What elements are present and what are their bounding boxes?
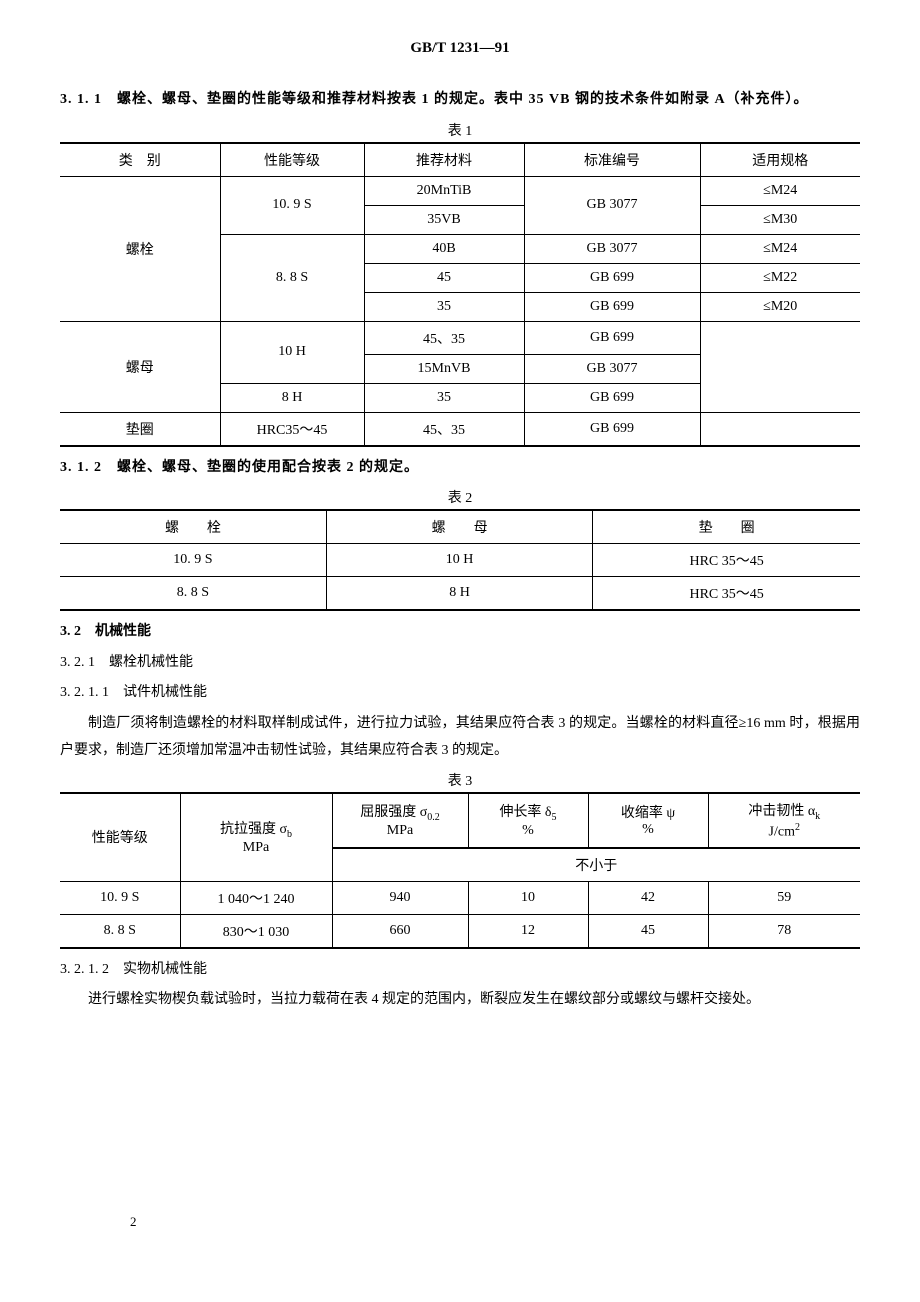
col: 抗拉强度 σbMPa [180, 793, 332, 881]
cell: ≤M24 [700, 234, 860, 263]
cell: 20MnTiB [364, 176, 524, 205]
cell: 螺母 [60, 321, 220, 412]
cell: 59 [708, 881, 860, 914]
cell: HRC35～45 [220, 412, 364, 446]
col: 冲击韧性 αkJ/cm2 [708, 793, 860, 847]
para-3-2-1-2: 进行螺栓实物楔负载试验时，当拉力载荷在表 4 规定的范围内，断裂应发生在螺纹部分… [60, 987, 860, 1014]
cell: 8 H [326, 577, 592, 611]
cell: 40B [364, 234, 524, 263]
table-row: 8. 8 S 8 H HRC 35～45 [60, 577, 860, 611]
table-row: 8. 8 S 830～1 030 660 12 45 78 [60, 914, 860, 948]
cell: 45 [364, 263, 524, 292]
table-row: 10. 9 S 1 040～1 240 940 10 42 59 [60, 881, 860, 914]
cell: GB 699 [524, 412, 700, 446]
cell: 45、35 [364, 412, 524, 446]
sec-num: 3. 1. 1 螺栓、螺母、垫圈的性能等级和推荐材料按表 1 的规定。表中 35… [60, 92, 809, 107]
cell: GB 699 [524, 292, 700, 321]
col: 垫 圈 [593, 510, 860, 544]
table-row: 10. 9 S 10 H HRC 35～45 [60, 544, 860, 577]
cell: 10. 9 S [60, 881, 180, 914]
col-material: 推荐材料 [364, 143, 524, 177]
col-spec: 适用规格 [700, 143, 860, 177]
col: 收缩率 ψ% [588, 793, 708, 847]
cell: HRC 35～45 [593, 577, 860, 611]
cell: 35 [364, 383, 524, 412]
col-grade: 性能等级 [220, 143, 364, 177]
cell: ≤M30 [700, 205, 860, 234]
sec-num: 3. 1. 2 螺栓、螺母、垫圈的使用配合按表 2 的规定。 [60, 460, 419, 475]
cell: 10. 9 S [60, 544, 326, 577]
table-row: 垫圈 HRC35～45 45、35 GB 699 [60, 412, 860, 446]
page-number: 2 [130, 1214, 137, 1230]
table3-caption: 表 3 [60, 770, 860, 790]
table-row: 螺母 10 H 45、35 GB 699 [60, 321, 860, 354]
cell: HRC 35～45 [593, 544, 860, 577]
cell: 35VB [364, 205, 524, 234]
cell: 35 [364, 292, 524, 321]
cell: 660 [332, 914, 468, 948]
cell: 10. 9 S [220, 176, 364, 234]
cell: 830～1 030 [180, 914, 332, 948]
cell: GB 699 [524, 263, 700, 292]
cell: ≤M22 [700, 263, 860, 292]
cell: ≤M24 [700, 176, 860, 205]
cell: 1 040～1 240 [180, 881, 332, 914]
cell: 8 H [220, 383, 364, 412]
cell: GB 699 [524, 321, 700, 354]
cell [700, 412, 860, 446]
cell: 垫圈 [60, 412, 220, 446]
cell: 8. 8 S [220, 234, 364, 321]
cell: 不小于 [332, 848, 860, 882]
cell: 45、35 [364, 321, 524, 354]
sec-3-2: 3. 2 机械性能 [60, 619, 860, 646]
cell: GB 3077 [524, 176, 700, 234]
cell: GB 699 [524, 383, 700, 412]
table-header-row: 类 别 性能等级 推荐材料 标准编号 适用规格 [60, 143, 860, 177]
cell: 15MnVB [364, 354, 524, 383]
table-1: 类 别 性能等级 推荐材料 标准编号 适用规格 螺栓 10. 9 S 20MnT… [60, 142, 860, 447]
sec-3-2-1-1: 3. 2. 1. 1 试件机械性能 [60, 680, 860, 707]
doc-header: GB/T 1231—91 [60, 40, 860, 57]
col: 伸长率 δ5% [468, 793, 588, 847]
col: 螺 母 [326, 510, 592, 544]
table-2: 螺 栓 螺 母 垫 圈 10. 9 S 10 H HRC 35～45 8. 8 … [60, 509, 860, 611]
col: 屈服强度 σ0.2MPa [332, 793, 468, 847]
cell: 10 H [326, 544, 592, 577]
table-header-row: 性能等级 抗拉强度 σbMPa 屈服强度 σ0.2MPa 伸长率 δ5% 收缩率… [60, 793, 860, 847]
para-3-1-2: 3. 1. 2 螺栓、螺母、垫圈的使用配合按表 2 的规定。 [60, 455, 860, 482]
table2-caption: 表 2 [60, 487, 860, 507]
cell: 螺栓 [60, 176, 220, 321]
cell: 45 [588, 914, 708, 948]
para-3-1-1: 3. 1. 1 螺栓、螺母、垫圈的性能等级和推荐材料按表 1 的规定。表中 35… [60, 87, 860, 114]
table-row: 螺栓 10. 9 S 20MnTiB GB 3077 ≤M24 [60, 176, 860, 205]
cell [700, 321, 860, 412]
cell: GB 3077 [524, 234, 700, 263]
cell: 78 [708, 914, 860, 948]
table-header-row: 螺 栓 螺 母 垫 圈 [60, 510, 860, 544]
table-3: 性能等级 抗拉强度 σbMPa 屈服强度 σ0.2MPa 伸长率 δ5% 收缩率… [60, 792, 860, 948]
sec-3-2-1-2: 3. 2. 1. 2 实物机械性能 [60, 957, 860, 984]
cell: GB 3077 [524, 354, 700, 383]
col: 性能等级 [60, 793, 180, 881]
cell: 10 [468, 881, 588, 914]
sec-3-2-1: 3. 2. 1 螺栓机械性能 [60, 650, 860, 677]
para-3-2-1-1: 制造厂须将制造螺栓的材料取样制成试件，进行拉力试验，其结果应符合表 3 的规定。… [60, 711, 860, 764]
col-category: 类 别 [60, 143, 220, 177]
cell: ≤M20 [700, 292, 860, 321]
col-standard: 标准编号 [524, 143, 700, 177]
col: 螺 栓 [60, 510, 326, 544]
cell: 12 [468, 914, 588, 948]
cell: 42 [588, 881, 708, 914]
cell: 10 H [220, 321, 364, 383]
cell: 940 [332, 881, 468, 914]
cell: 8. 8 S [60, 914, 180, 948]
cell: 8. 8 S [60, 577, 326, 611]
table1-caption: 表 1 [60, 120, 860, 140]
